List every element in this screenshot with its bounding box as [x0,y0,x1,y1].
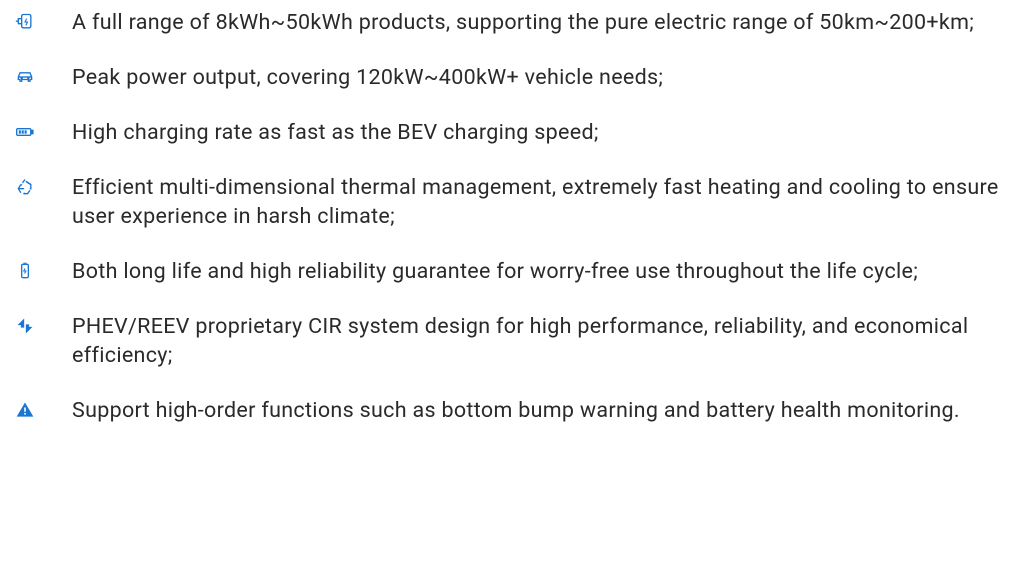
feature-text: High charging rate as fast as the BEV ch… [72,118,599,147]
feature-text: PHEV/REEV proprietary CIR system design … [72,312,1004,370]
warning-icon [14,399,36,421]
feature-item: Efficient multi-dimensional thermal mana… [14,173,1004,231]
shield-icon [14,260,36,282]
plug-icon [14,11,36,33]
feature-text: Peak power output, covering 120kW~400kW+… [72,63,663,92]
arrows-icon [14,315,36,337]
feature-item: Both long life and high reliability guar… [14,257,1004,286]
feature-item: High charging rate as fast as the BEV ch… [14,118,1004,147]
feature-item: A full range of 8kWh~50kWh products, sup… [14,8,1004,37]
car-icon [14,66,36,88]
feature-text: Both long life and high reliability guar… [72,257,918,286]
feature-list: A full range of 8kWh~50kWh products, sup… [14,8,1004,425]
recycle-icon [14,176,36,198]
feature-text: A full range of 8kWh~50kWh products, sup… [72,8,974,37]
feature-item: Peak power output, covering 120kW~400kW+… [14,63,1004,92]
feature-text: Support high-order functions such as bot… [72,396,960,425]
feature-item: Support high-order functions such as bot… [14,396,1004,425]
battery-icon [14,121,36,143]
feature-item: PHEV/REEV proprietary CIR system design … [14,312,1004,370]
feature-text: Efficient multi-dimensional thermal mana… [72,173,1004,231]
